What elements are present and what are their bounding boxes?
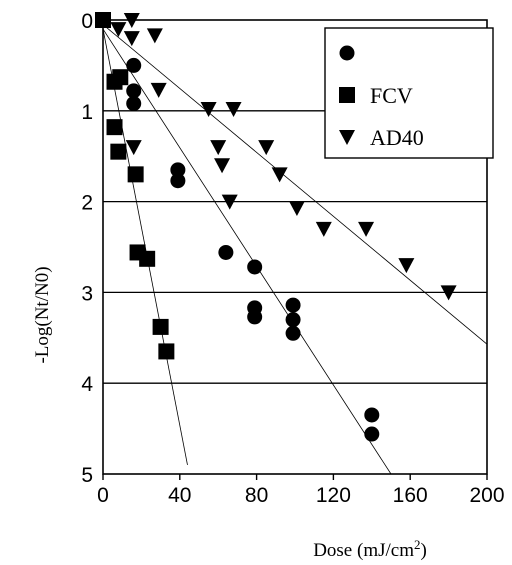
- point-square-9: [158, 343, 175, 360]
- tick-labels: 0 40 80 120 160 200 0 1 2 3 4 5: [81, 10, 504, 507]
- point-triangle-down-12: [258, 140, 275, 156]
- legend: FCV AD40: [324, 27, 494, 159]
- point-circle-5: [170, 173, 186, 189]
- point-circle-13: [364, 407, 380, 423]
- point-circle-12: [285, 325, 301, 341]
- point-triangle-down-8: [225, 101, 242, 117]
- y-axis-label: -Log(Nt/N0): [32, 266, 53, 363]
- plot-frame: [102, 19, 488, 475]
- point-square-2: [112, 69, 129, 86]
- x-tick-label-200: 200: [469, 484, 504, 507]
- point-triangle-down-4: [146, 28, 163, 44]
- point-square-4: [110, 143, 127, 160]
- point-circle-11: [285, 312, 301, 328]
- x-tick-label-120: 120: [316, 484, 351, 507]
- point-triangle-down-18: [440, 285, 457, 301]
- point-triangle-down-15: [315, 221, 332, 237]
- y-tick-label-4: 4: [81, 373, 93, 396]
- point-triangle-down-17: [398, 258, 415, 274]
- point-circle-7: [247, 259, 263, 275]
- legend-marker-triangle-down: [339, 130, 355, 145]
- point-triangle-down-16: [358, 221, 375, 237]
- point-circle-10: [285, 297, 301, 313]
- y-tick-label-3: 3: [81, 282, 93, 305]
- point-triangle-down-14: [288, 200, 305, 216]
- point-circle-3: [126, 96, 142, 112]
- y-tick-label-0: 0: [81, 10, 93, 33]
- legend-marker-circle: [339, 45, 355, 61]
- point-square-3: [106, 119, 123, 136]
- point-triangle-down-7: [200, 101, 217, 117]
- y-tick-label-5: 5: [81, 464, 93, 487]
- point-triangle-down-10: [214, 158, 231, 174]
- x-tick-label-40: 40: [168, 484, 191, 507]
- point-triangle-down-1: [110, 22, 127, 38]
- point-triangle-down-6: [125, 140, 142, 156]
- point-circle-2: [126, 83, 142, 99]
- fit-line-triangle-down: [102, 24, 488, 345]
- point-circle-6: [218, 244, 234, 260]
- point-circle-1: [126, 57, 142, 73]
- axes: [102, 19, 488, 480]
- y-tick-label-2: 2: [81, 192, 93, 215]
- point-square-5: [127, 166, 144, 183]
- x-axis-label: Dose (mJ/cm2): [313, 537, 427, 562]
- point-triangle-down-9: [210, 140, 227, 156]
- point-circle-4: [170, 162, 186, 178]
- point-circle-9: [247, 309, 263, 325]
- point-triangle-down-5: [150, 82, 167, 98]
- x-tick-label-80: 80: [245, 484, 268, 507]
- y-tick-label-1: 1: [81, 101, 93, 124]
- point-triangle-down-11: [221, 194, 238, 210]
- point-square-8: [152, 318, 169, 335]
- data-points: [95, 12, 457, 442]
- x-tick-label-0: 0: [97, 484, 109, 507]
- point-square-7: [139, 250, 156, 267]
- legend-label-triangle-down: AD40: [370, 125, 424, 150]
- point-triangle-down-3: [123, 31, 140, 47]
- legend-label-square: FCV: [370, 83, 413, 108]
- legend-marker-square: [339, 87, 355, 103]
- x-tick-label-160: 160: [393, 484, 428, 507]
- point-triangle-down-13: [271, 167, 288, 183]
- point-circle-14: [364, 426, 380, 442]
- fit-line-circle: [102, 28, 392, 475]
